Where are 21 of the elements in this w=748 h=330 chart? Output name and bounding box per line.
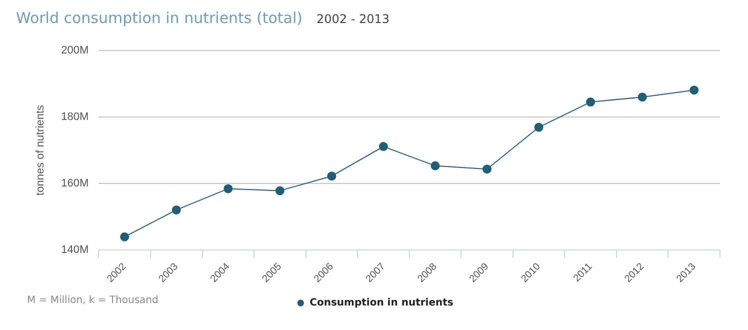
point — [275, 186, 284, 196]
y-axis-title: tonnes of nutrients — [34, 104, 47, 196]
point — [430, 161, 440, 170]
point — [327, 172, 336, 181]
chart-subtitle: 2002 - 2013 — [316, 12, 390, 26]
y-tick-label: 160M — [61, 177, 89, 190]
point — [690, 86, 699, 95]
point — [482, 164, 492, 174]
y-tick-label: 180M — [61, 111, 89, 124]
y-tick-label: 200M — [61, 44, 89, 57]
point — [172, 205, 181, 214]
y-tick-label: 140M — [61, 244, 89, 256]
chart-title: World consumption in nutrients (total) — [16, 9, 303, 27]
point — [378, 142, 388, 152]
point — [120, 232, 130, 242]
point — [586, 98, 596, 107]
point — [224, 184, 233, 194]
text: M = Million, k = Thousand — [27, 295, 158, 306]
legend-label: Consumption in nutrients — [310, 298, 454, 309]
point — [638, 92, 647, 102]
point — [534, 122, 544, 132]
